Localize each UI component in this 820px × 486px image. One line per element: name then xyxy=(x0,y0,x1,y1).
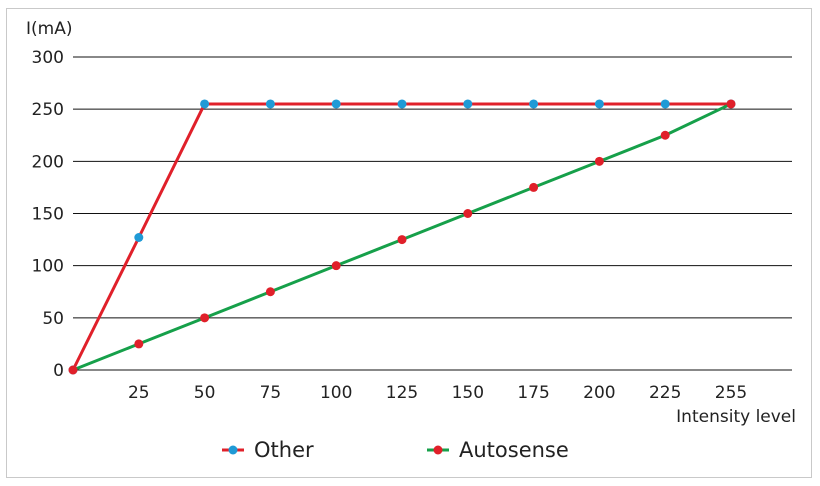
legend-swatch-marker xyxy=(228,445,238,455)
x-axis-label: Intensity level xyxy=(676,407,796,427)
data-point-other-50 xyxy=(200,99,210,109)
y-axis-label: I(mA) xyxy=(26,19,72,39)
y-tick-label-100: 100 xyxy=(32,257,64,277)
chart-frame xyxy=(6,8,812,478)
grid-lines xyxy=(73,56,792,371)
data-point-other-100 xyxy=(331,99,341,109)
series-group xyxy=(68,99,736,375)
y-tick-label-0: 0 xyxy=(53,361,64,381)
series-autosense xyxy=(68,99,736,375)
data-point-other-75 xyxy=(265,99,275,109)
legend-label-other: Other xyxy=(254,438,314,462)
y-tick-label-300: 300 xyxy=(32,48,64,68)
x-tick-label-100: 100 xyxy=(320,383,352,403)
data-point-autosense-0 xyxy=(68,365,78,375)
data-point-autosense-150 xyxy=(463,209,473,218)
data-point-autosense-100 xyxy=(331,261,341,271)
x-tick-label-255: 255 xyxy=(715,383,747,403)
x-tick-label-25: 25 xyxy=(128,383,150,403)
x-tick-label-150: 150 xyxy=(452,383,484,403)
data-point-autosense-200 xyxy=(594,156,604,166)
data-point-autosense-175 xyxy=(529,182,539,192)
y-tick-label-150: 150 xyxy=(32,205,64,225)
data-point-other-150 xyxy=(463,99,473,109)
data-point-other-225 xyxy=(660,99,670,109)
legend-item-other: Other xyxy=(222,438,314,462)
x-tick-label-225: 225 xyxy=(649,383,681,403)
x-tick-label-200: 200 xyxy=(583,383,615,403)
legend-swatch-marker xyxy=(433,445,443,455)
data-point-autosense-75 xyxy=(265,287,275,297)
data-point-other-200 xyxy=(594,99,604,109)
x-tick-labels: 25 50 75 100 125 150 175 200 225 255 xyxy=(128,383,747,403)
data-point-other-175 xyxy=(529,99,539,109)
data-point-autosense-125 xyxy=(397,235,407,245)
x-tick-label-75: 75 xyxy=(260,383,282,403)
data-point-autosense-50 xyxy=(200,313,210,323)
data-point-autosense-255 xyxy=(726,99,736,109)
legend-item-autosense: Autosense xyxy=(427,438,569,462)
x-tick-label-125: 125 xyxy=(386,383,418,403)
y-tick-label-250: 250 xyxy=(32,100,64,120)
x-tick-label-175: 175 xyxy=(517,383,549,403)
y-tick-labels: 0 50 100 150 200 250 300 xyxy=(32,48,64,381)
data-point-other-25 xyxy=(134,232,144,242)
data-point-autosense-225 xyxy=(660,130,670,140)
legend-label-autosense: Autosense xyxy=(459,438,569,462)
y-tick-label-50: 50 xyxy=(42,309,64,329)
y-tick-label-200: 200 xyxy=(32,152,64,172)
data-point-autosense-25 xyxy=(134,339,144,349)
legend: Other Autosense xyxy=(222,438,569,462)
data-point-other-125 xyxy=(397,99,407,109)
x-tick-label-50: 50 xyxy=(194,383,216,403)
